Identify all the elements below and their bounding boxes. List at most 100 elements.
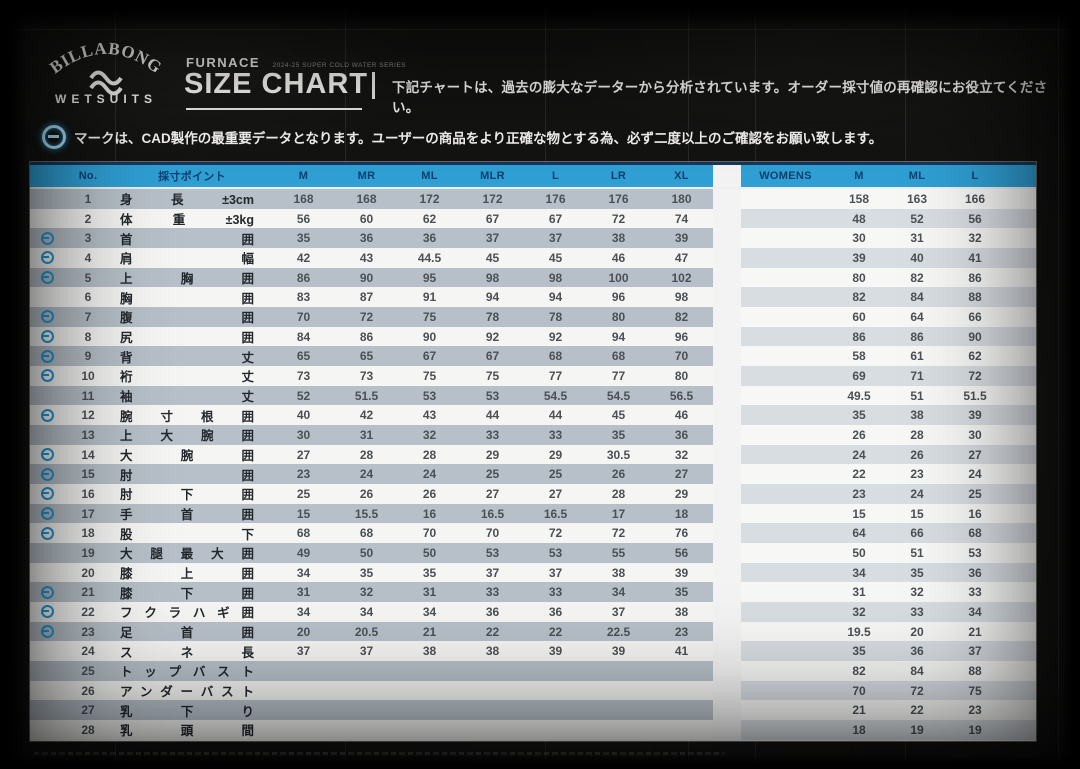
size-value-cell: 25 [485,467,500,482]
table-row: 14 大腕囲 27 28 28 29 29 30.5 32 24 26 27 [30,444,1036,465]
row-number-cell: 16 [81,486,95,501]
size-value-cell: 76 [674,526,689,541]
size-value-cell: 158 [848,191,870,206]
size-value-cell: 23 [968,703,982,718]
size-value-cell [335,720,398,740]
row-number-cell: 21 [81,585,95,600]
size-value-cell: 71 [910,368,924,383]
table-gap-column [713,503,741,524]
table-row: 28 乳頭間 18 19 19 [30,720,1036,740]
size-value-cell: 50 [359,545,374,560]
row-number-cell: 1 [84,191,92,206]
size-value-cell: 35 [852,644,866,659]
size-value-cell: 62 [968,349,982,364]
womens-row-section: 158 163 166 [741,189,1036,209]
size-value-cell: 180 [671,191,692,206]
cad-mark-icon [40,625,54,639]
size-value-cell: 176 [608,191,629,206]
measure-point-cell: 肘囲 [112,464,272,484]
size-value-cell: 96 [674,329,689,344]
womens-label-spacer [741,720,830,740]
size-value-cell: 37 [359,644,374,659]
size-value-cell: 80 [852,270,866,285]
size-value-cell: 72 [548,526,563,541]
size-value-cell: 64 [852,526,866,541]
size-value-cell: 47 [674,250,689,265]
size-value-cell: 45 [485,250,500,265]
size-value-cell: 56 [968,211,982,226]
size-value-cell: 20.5 [354,624,379,639]
footnote-illegible-text [34,752,724,755]
size-value-cell: 37 [548,565,563,580]
cad-mark-icon [40,310,54,324]
size-column-header: MR [357,170,376,182]
size-value-cell [398,720,461,740]
row-number-cell: 15 [81,467,95,482]
size-value-cell: 70 [422,526,437,541]
size-value-cell: 29 [485,447,500,462]
measure-point-label: アンダーバスト [120,685,254,700]
size-value-cell: 35 [422,565,437,580]
size-value-cell: 34 [296,604,311,619]
table-gap-column [713,366,741,386]
size-value-cell [587,661,650,681]
size-value-cell: 72 [611,211,626,226]
table-gap-column [713,484,741,504]
measure-point-cell: 乳下り [112,700,272,720]
cad-mark-icon [40,487,54,501]
womens-label-spacer [741,563,830,583]
size-value-cell: 24 [359,467,374,482]
measure-point-cell: 肘下囲 [112,484,272,504]
size-value-cell: 33 [548,585,563,600]
measure-point-label: 腕寸根囲 [120,409,254,424]
size-value-cell: 70 [852,683,866,698]
measure-point-label: 体重±3kg [120,213,254,227]
measure-point-cell: 膝下囲 [112,582,272,602]
row-number-cell: 23 [81,624,95,639]
size-chart-table: No. 採寸ポイント M MR ML MLR L LR XL WOMENS M ML L 1 身長±3c… [29,161,1037,742]
row-number-cell: 3 [84,231,92,246]
size-value-cell: 19 [910,722,924,737]
table-row: 26 アンダーバスト 70 72 75 [30,680,1036,701]
size-value-cell: 98 [485,270,500,285]
size-value-cell: 24 [422,467,437,482]
row-number-cell: 13 [81,427,95,442]
table-gap-column [713,700,741,721]
cad-mark-icon [40,251,54,265]
measure-point-label: 膝下囲 [120,586,254,601]
measure-point-label: 乳下り [120,704,254,719]
table-row: 3 首囲 35 36 36 37 37 38 39 30 31 32 [30,228,1036,249]
cad-mark-icon [40,369,54,383]
cad-flag-cell [30,268,64,288]
womens-label-spacer [741,445,830,465]
size-value-cell [461,681,524,701]
womens-label-spacer [741,543,830,563]
cad-mark-icon [40,507,54,521]
measure-point-cell: 身長±3cm [112,189,272,209]
size-value-cell: 73 [296,368,311,383]
size-value-cell: 67 [422,349,437,364]
size-value-cell: 74 [674,211,689,226]
size-value-cell: 80 [611,309,626,324]
size-value-cell: 30.5 [606,447,631,462]
table-row: 18 股下 68 68 70 70 72 72 76 64 66 68 [30,523,1036,544]
womens-row-section: 80 82 86 [741,267,1036,288]
table-row: 16 肘下囲 25 26 26 27 27 28 29 23 24 25 [30,484,1036,504]
measure-point-label: 手首囲 [120,508,254,523]
womens-label-spacer [741,268,830,288]
measure-point-label: 大腿最大囲 [120,547,254,562]
size-value-cell: 67 [548,211,563,226]
size-value-cell [650,700,713,720]
size-value-cell: 37 [611,604,626,619]
size-value-cell: 51.5 [963,388,987,403]
womens-row-section: 21 22 23 [741,700,1036,721]
mens-header: No. 採寸ポイント M MR ML MLR L LR XL [30,165,713,187]
size-value-cell: 64 [910,309,924,324]
cad-flag-cell [30,681,64,701]
size-column-header: LR [610,170,627,182]
cad-mark-icon [42,125,66,149]
size-value-cell [587,720,650,740]
size-column-header: MLR [480,170,505,182]
size-value-cell: 43 [422,408,437,423]
size-value-cell: 83 [296,290,311,305]
